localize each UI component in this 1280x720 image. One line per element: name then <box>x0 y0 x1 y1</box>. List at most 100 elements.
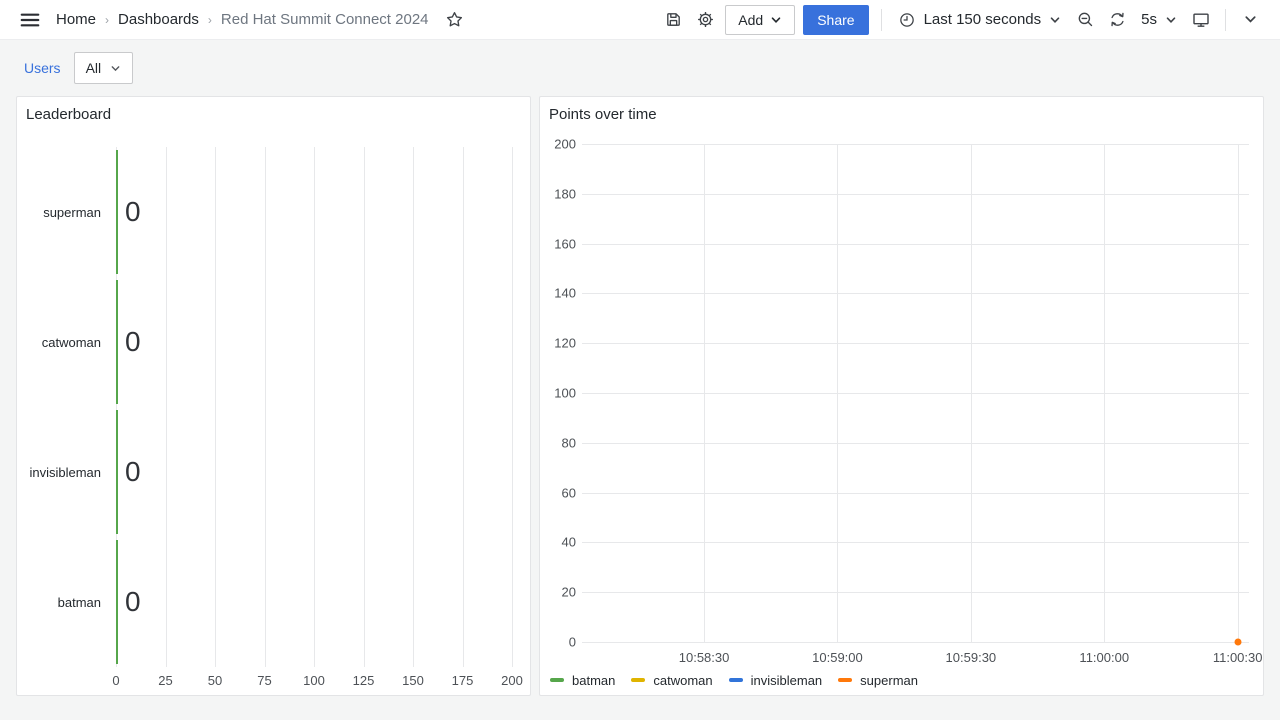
leaderboard-x-axis: 0 25 50 75 100 125 150 175 200 <box>112 671 522 693</box>
bar-value-catwoman: 0 <box>125 326 141 357</box>
legend-label: superman <box>860 672 918 688</box>
star-icon <box>445 10 464 29</box>
save-icon <box>664 10 683 29</box>
save-dashboard-button[interactable] <box>657 4 689 36</box>
x-tick-label: 11:00:30 <box>1212 650 1263 665</box>
monitor-icon <box>1191 10 1211 30</box>
gridline <box>970 144 972 642</box>
hamburger-icon <box>19 9 41 31</box>
refresh-button[interactable] <box>1101 4 1133 36</box>
y-tick-label: 180 <box>554 186 576 202</box>
points-plot <box>582 144 1249 646</box>
breadcrumb-home[interactable]: Home <box>56 11 97 28</box>
top-nav: Home › Dashboards › Red Hat Summit Conne… <box>0 0 1280 40</box>
legend-marker <box>631 678 646 682</box>
chevron-down-icon <box>1049 14 1061 26</box>
refresh-icon <box>1108 10 1127 29</box>
bar-invisibleman <box>116 410 118 534</box>
row-label-superman: superman <box>43 204 101 220</box>
zoom-out-icon <box>1076 10 1095 29</box>
gridline <box>314 147 315 667</box>
bar-catwoman <box>116 280 118 404</box>
bar-row-batman[interactable]: 0 <box>116 537 512 667</box>
y-tick-label: 80 <box>561 435 576 451</box>
gridline <box>1237 144 1239 642</box>
legend-marker <box>728 678 743 682</box>
chevron-down-icon <box>1165 14 1177 26</box>
y-tick-label: 20 <box>561 584 576 600</box>
clock-icon <box>898 11 916 29</box>
bar-value-invisibleman: 0 <box>125 456 141 487</box>
gridline <box>582 393 1249 394</box>
y-tick-label: 120 <box>554 335 576 351</box>
x-tick-label: 175 <box>451 673 474 688</box>
gridline <box>363 147 365 667</box>
x-tick-label: 10:59:30 <box>945 650 997 665</box>
gear-icon <box>696 10 715 29</box>
collapse-toolbar-button[interactable] <box>1234 4 1266 36</box>
leaderboard-labels: superman catwoman invisibleman batman <box>17 147 109 667</box>
legend-item-superman[interactable]: superman <box>838 673 918 688</box>
bar-row-superman[interactable]: 0 <box>116 147 512 277</box>
gridline <box>582 193 1249 195</box>
y-tick-label: 60 <box>561 485 576 501</box>
gridline <box>462 147 464 667</box>
legend-label: batman <box>572 672 616 688</box>
y-tick-label: 40 <box>561 534 576 550</box>
gridline <box>582 492 1249 494</box>
bar-row-catwoman[interactable]: 0 <box>116 277 512 407</box>
add-button[interactable]: Add <box>725 4 796 35</box>
leaderboard-panel-title: Leaderboard <box>26 105 112 123</box>
x-tick-label: 10:58:30 <box>678 650 730 665</box>
x-tick-label: 25 <box>158 673 173 688</box>
bar-batman <box>116 540 118 664</box>
chevron-down-icon <box>110 63 121 74</box>
breadcrumb-dashboards[interactable]: Dashboards <box>118 11 199 28</box>
gridline <box>582 592 1249 594</box>
gridline <box>582 642 1249 643</box>
gridline <box>116 147 117 667</box>
chevron-down-icon <box>770 14 782 26</box>
tv-mode-button[interactable] <box>1185 4 1217 36</box>
x-tick-label: 100 <box>303 673 325 688</box>
refresh-interval-picker[interactable]: 5s <box>1133 4 1185 36</box>
y-tick-label: 100 <box>554 385 576 401</box>
gridline <box>837 144 839 642</box>
breadcrumb-separator: › <box>207 12 212 27</box>
favorite-star-button[interactable] <box>439 4 471 36</box>
x-tick-label: 125 <box>352 673 375 688</box>
panel-leaderboard: Leaderboard superman catwoman invisibleman… <box>16 96 531 696</box>
y-tick-label: 200 <box>554 136 576 152</box>
y-tick-label: 160 <box>554 236 576 252</box>
points-panel-header[interactable]: Points over time <box>540 97 1263 131</box>
y-tick-label: 0 <box>568 634 576 650</box>
legend-item-catwoman[interactable]: catwoman <box>631 673 713 688</box>
bar-value-superman: 0 <box>125 196 141 227</box>
bar-value-batman: 0 <box>125 586 141 617</box>
legend-label: invisibleman <box>750 672 823 688</box>
points-y-axis: 0 20 40 60 80 100 120 140 160 180 200 <box>540 137 576 650</box>
gridline <box>582 542 1249 544</box>
legend-item-invisibleman[interactable]: invisibleman <box>728 672 823 688</box>
time-range-picker[interactable]: Last 150 seconds <box>890 4 1070 36</box>
points-x-axis: 10:58:30 10:59:00 10:59:30 11:00:00 11:00:30 <box>582 648 1263 668</box>
dashboard-settings-button[interactable] <box>689 4 721 36</box>
add-button-label: Add <box>738 11 764 28</box>
bar-row-invisibleman[interactable]: 0 <box>116 407 512 537</box>
time-range-label: Last 150 seconds <box>923 11 1042 28</box>
variable-label-users[interactable]: Users <box>24 60 61 76</box>
refresh-interval-label: 5s <box>1141 11 1157 28</box>
x-tick-label: 50 <box>207 673 223 688</box>
row-label-invisibleman: invisibleman <box>29 464 101 480</box>
toolbar-divider <box>880 8 882 31</box>
menu-toggle-button[interactable] <box>14 4 46 36</box>
zoom-out-button[interactable] <box>1069 4 1101 36</box>
share-button[interactable]: Share <box>803 4 869 35</box>
x-tick-label: 0 <box>112 673 120 688</box>
leaderboard-panel-header[interactable]: Leaderboard <box>17 97 530 131</box>
row-label-batman: batman <box>57 594 101 610</box>
legend-item-batman[interactable]: batman <box>550 673 615 688</box>
data-point-superman[interactable] <box>1234 638 1242 646</box>
users-variable-dropdown[interactable]: All <box>73 52 134 84</box>
gridline <box>215 147 216 667</box>
